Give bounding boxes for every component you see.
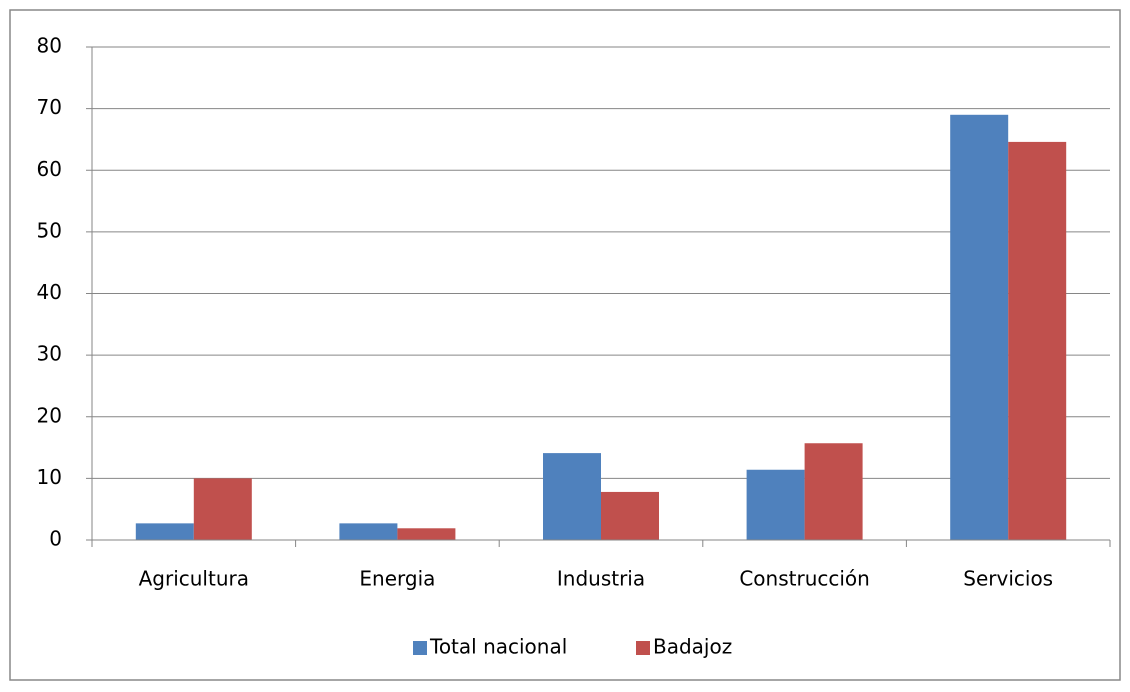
- y-tick-label: 0: [49, 527, 62, 551]
- bar: [601, 491, 659, 540]
- y-tick-label: 80: [37, 34, 62, 58]
- bar: [397, 528, 456, 540]
- bar: [746, 469, 805, 540]
- x-tick-label: Construcción: [739, 567, 870, 591]
- legend-swatch: [413, 641, 427, 655]
- bar: [543, 453, 601, 540]
- x-tick-label: Servicios: [963, 567, 1053, 591]
- x-tick-label: Industria: [557, 567, 645, 591]
- y-tick-label: 40: [37, 280, 62, 304]
- bar: [950, 114, 1009, 540]
- bar: [339, 523, 398, 540]
- bar: [1008, 141, 1067, 540]
- y-tick-label: 70: [37, 95, 62, 119]
- y-tick-label: 20: [37, 403, 62, 427]
- chart-frame: [9, 9, 1121, 681]
- y-tick-label: 30: [37, 342, 62, 366]
- x-tick-label: Energia: [359, 567, 435, 591]
- x-tick-label: Agricultura: [139, 567, 249, 591]
- bar: [193, 478, 252, 540]
- y-tick-label: 60: [37, 157, 62, 181]
- bar: [804, 443, 863, 540]
- bar: [135, 523, 194, 540]
- legend-label: Total nacional: [429, 635, 567, 659]
- y-tick-label: 10: [37, 465, 62, 489]
- legend-swatch: [636, 641, 650, 655]
- y-tick-label: 50: [37, 218, 62, 242]
- legend-label: Badajoz: [653, 635, 732, 659]
